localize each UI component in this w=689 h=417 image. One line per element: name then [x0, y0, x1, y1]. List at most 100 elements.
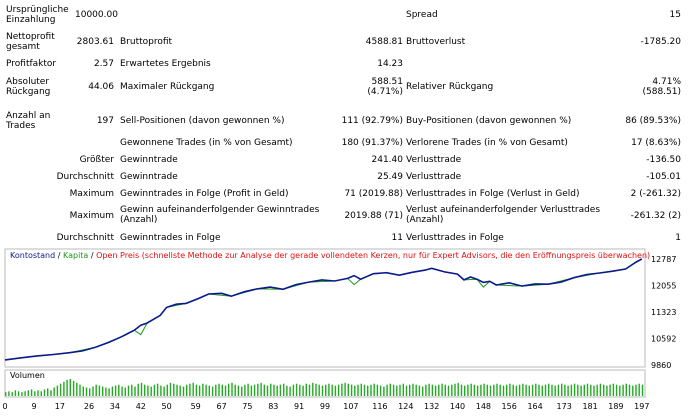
x-tick-label: 189 — [608, 402, 623, 411]
volume-bar — [198, 385, 201, 396]
x-tick-label: 124 — [398, 402, 413, 411]
volume-bar — [334, 385, 337, 396]
volume-bar — [247, 383, 249, 396]
avg-consecutive-losses-label: Verlusttrades in Folge — [406, 233, 504, 243]
net-profit-label: Nettoprofit gesamt — [6, 32, 55, 52]
volume-bar — [341, 383, 343, 396]
volume-bar — [538, 384, 540, 396]
average-label: Durchschnitt — [56, 172, 114, 182]
max-consecutive-label: Maximum — [69, 189, 114, 199]
volume-bar — [289, 386, 291, 396]
volume-bar — [11, 392, 13, 396]
volume-bar — [512, 384, 514, 396]
volume-bar — [137, 383, 139, 396]
volume-bar — [215, 384, 217, 396]
volume-bar — [292, 384, 295, 396]
volume-bar — [422, 386, 424, 396]
x-tick-label: 140 — [450, 402, 465, 411]
volume-bar — [85, 387, 88, 396]
spread-label: Spread — [406, 10, 438, 20]
volume-bar — [111, 386, 114, 396]
largest-profit-label: Gewinntrade — [120, 155, 178, 165]
volume-bar — [21, 392, 23, 396]
volume-bar — [108, 388, 110, 396]
volume-bar — [373, 383, 375, 396]
volume-bar — [257, 383, 259, 396]
x-tick-label: 0 — [2, 402, 7, 411]
total-trades-label: Anzahl an Trades — [6, 111, 51, 131]
volume-bar — [431, 384, 434, 396]
largest-loss-value: -136.50 — [646, 155, 681, 165]
x-tick-label: 75 — [242, 402, 252, 411]
volume-bar — [166, 384, 168, 396]
volume-bar — [192, 382, 194, 396]
average-profit-value: 25.49 — [377, 172, 403, 182]
volume-bar — [638, 383, 640, 396]
volume-bar — [612, 383, 615, 396]
volume-bar — [405, 385, 408, 396]
volume-bar — [27, 390, 29, 396]
net-profit-value: 2803.61 — [76, 37, 114, 47]
volume-bar — [121, 386, 123, 396]
volume-bar — [641, 384, 644, 396]
volume-bar — [337, 384, 340, 396]
volume-bar — [625, 383, 627, 396]
volume-bar — [593, 385, 595, 396]
volume-bar — [609, 384, 611, 396]
volume-bar — [263, 384, 265, 396]
initial-deposit-label: Ursprüngliche Einzahlung — [6, 5, 69, 25]
avg-consecutive-label: Durchschnitt — [56, 233, 114, 243]
largest-profit-value: 241.40 — [371, 155, 404, 165]
x-tick-label: 42 — [136, 402, 146, 411]
volume-bar — [535, 383, 537, 396]
volume-bar — [590, 384, 592, 396]
volume-bar — [211, 386, 214, 396]
chart-frame — [4, 248, 646, 368]
volume-bar — [102, 386, 104, 396]
x-axis-canvas: 0 9 17 26 34 42 50 59 67 75 83 91 99 107 116 124 132 140 1… — [2, 402, 649, 411]
initial-deposit-value: 10000.00 — [75, 10, 118, 20]
max-consecutive-profit-loss-label: Verlust aufeinanderfolgender Verlusttrad… — [406, 205, 601, 225]
y-tick-label: 12055 — [651, 282, 676, 291]
volume-bar — [551, 384, 553, 396]
x-tick-label: 83 — [268, 402, 278, 411]
short-positions-label: Sell-Positionen (davon gewonnen %) — [120, 116, 285, 126]
x-tick-label: 148 — [476, 402, 491, 411]
volume-bar — [444, 384, 446, 396]
volume-bar — [619, 385, 621, 396]
volume-bar — [34, 391, 36, 396]
volume-bar — [506, 384, 508, 396]
legend-balance: Kontostand — [10, 251, 55, 260]
max-drawdown-value: 588.51 (4.71%) — [367, 77, 403, 97]
volume-bar — [237, 385, 240, 396]
volume-bar — [603, 384, 605, 396]
volume-bar — [273, 384, 275, 396]
volume-bar — [412, 383, 414, 396]
volume-bar — [69, 379, 71, 396]
x-tick-label: 59 — [191, 402, 201, 411]
x-tick-label: 9 — [32, 402, 37, 411]
avg-consecutive-wins-value: 11 — [391, 233, 403, 243]
x-tick-label: 156 — [502, 402, 517, 411]
volume-bar — [331, 384, 333, 396]
volume-bar — [176, 384, 178, 396]
x-tick-label: 17 — [55, 402, 65, 411]
volume-bar — [509, 383, 511, 396]
volume-bar — [357, 384, 359, 396]
volume-bar — [561, 383, 563, 396]
volume-bar — [56, 385, 59, 396]
loss-trades-value: 17 (8.63%) — [631, 138, 681, 148]
volume-bar — [114, 385, 117, 396]
volume-bar — [98, 385, 101, 396]
max-consecutive-profit-label: Maximum — [69, 211, 114, 221]
x-tick-label: 116 — [372, 402, 387, 411]
volume-bar — [367, 385, 369, 396]
balance-series-line — [4, 258, 643, 361]
long-positions-label: Buy-Positionen (davon gewonnen %) — [406, 116, 572, 126]
volume-bar — [470, 383, 472, 396]
y-tick-label: 9860 — [651, 361, 671, 369]
volume-bar — [218, 383, 220, 396]
volume-bar — [554, 385, 556, 396]
volume-bar — [460, 384, 463, 396]
relative-drawdown-value: 4.71% (588.51) — [642, 77, 681, 97]
